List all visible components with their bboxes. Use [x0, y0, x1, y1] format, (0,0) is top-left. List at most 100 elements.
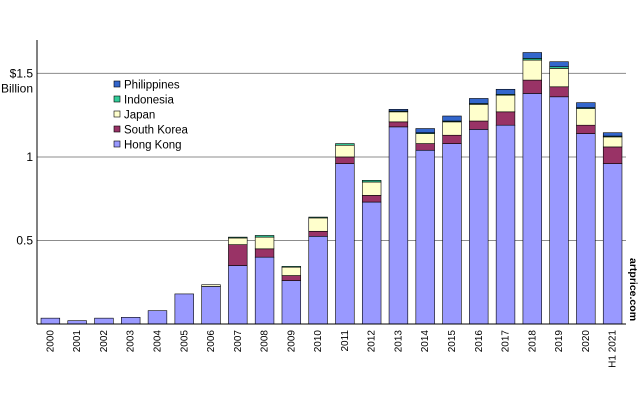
bar-segment-hong-kong	[576, 133, 596, 325]
x-tick-label: 2009	[286, 330, 297, 353]
legend-label: Hong Kong	[124, 140, 182, 152]
legend-swatch	[113, 80, 121, 88]
bar-segment-philippines	[415, 128, 435, 134]
x-tick-label: 2018	[527, 330, 538, 353]
x-tick-label: 2015	[447, 330, 458, 353]
y-unit-label: Billion	[1, 81, 33, 95]
bar-segment-philippines	[576, 102, 596, 108]
bar-segment-hong-kong	[40, 317, 61, 325]
bar-segment-south-korea	[361, 195, 382, 203]
y-tick-label: 0.5	[16, 233, 33, 247]
bar-segment-south-korea	[228, 244, 248, 266]
bar-segment-japan	[228, 237, 248, 245]
x-tick-label: 2006	[206, 330, 217, 353]
bar-segment-philippines	[469, 98, 489, 104]
bar-segment-hong-kong	[522, 93, 542, 325]
bar-segment-hong-kong	[388, 126, 409, 325]
x-tick-label: 2010	[313, 330, 324, 353]
bar-segment-indonesia	[361, 180, 382, 183]
bar-segment-south-korea	[308, 230, 328, 237]
bar-segment-japan	[469, 104, 489, 122]
bar-segment-south-korea	[281, 275, 302, 281]
bar-segment-hong-kong	[121, 317, 141, 325]
bar-segment-south-korea	[442, 134, 462, 144]
bar-segment-hong-kong	[361, 201, 382, 325]
bar-segment-south-korea	[495, 111, 516, 126]
bar-segment-hong-kong	[147, 310, 168, 325]
bar-segment-hong-kong	[254, 256, 275, 325]
bar-segment-hong-kong	[549, 96, 569, 325]
legend-label: Philippines	[124, 80, 180, 92]
bars	[40, 52, 623, 325]
x-tick-label: 2003	[126, 330, 137, 353]
bar-segment-indonesia	[254, 235, 275, 238]
legend-label: Japan	[124, 110, 155, 122]
x-tick-label: 2014	[420, 330, 431, 353]
legend-label: South Korea	[124, 125, 189, 137]
bar-segment-japan	[335, 144, 355, 158]
bar-segment-japan	[576, 108, 596, 126]
legend: Philippines Indonesia Japan South Korea Hong…	[113, 80, 189, 152]
bar-segment-hong-kong	[495, 124, 516, 325]
x-tick-label: 2004	[152, 330, 163, 353]
bar-segment-south-korea	[335, 156, 355, 164]
x-tick-label: 2001	[72, 330, 83, 353]
x-tick-label: 2007	[233, 330, 244, 353]
bar-segment-philippines	[602, 132, 623, 137]
bar-segment-philippines	[522, 52, 542, 59]
x-tick-label: 2002	[99, 330, 110, 353]
bar-segment-philippines	[442, 115, 462, 122]
bar-segment-japan	[388, 111, 409, 123]
x-tick-label: 2019	[554, 330, 565, 353]
bar-segment-hong-kong	[308, 235, 328, 325]
x-tick-labels: 2000 2001 2002 2003 2004 2005 2006 2007 2008 2009…	[45, 330, 618, 368]
bar-segment-hong-kong	[201, 286, 221, 325]
bar-segment-japan	[522, 59, 542, 81]
bar-segment-indonesia	[228, 236, 248, 239]
axes	[36, 40, 626, 325]
watermark-text: artprice.com	[627, 258, 639, 321]
bar-segment-hong-kong	[67, 320, 87, 325]
x-tick-label: 2013	[393, 330, 404, 353]
x-tick-label: H1 2021	[608, 330, 619, 368]
bar-segment-japan	[254, 236, 275, 250]
x-tick-label: 2017	[501, 330, 512, 353]
bar-segment-south-korea	[549, 86, 569, 98]
bar-segment-hong-kong	[415, 149, 435, 325]
bar-segment-hong-kong	[442, 143, 462, 325]
x-tick-label: 2020	[581, 330, 592, 353]
bar-segment-indonesia	[308, 216, 328, 219]
bar-segment-south-korea	[522, 79, 542, 94]
bar-segment-japan	[415, 133, 435, 144]
x-tick-label: 2005	[179, 330, 190, 353]
bar-segment-philippines	[549, 61, 569, 68]
y-tick-label: 1	[26, 150, 33, 164]
bar-segment-philippines	[388, 109, 409, 112]
bar-segment-indonesia	[335, 143, 355, 146]
y-tick-label: $1.5	[10, 66, 34, 80]
bar-segment-philippines	[495, 88, 516, 95]
x-tick-label: 2012	[367, 330, 378, 353]
bar-segment-south-korea	[469, 120, 489, 130]
x-tick-label: 2008	[260, 330, 271, 353]
bar-segment-south-korea	[415, 143, 435, 151]
bar-segment-japan	[308, 217, 328, 232]
legend-swatch	[113, 110, 121, 118]
bar-segment-hong-kong	[228, 265, 248, 325]
bar-segment-hong-kong	[602, 163, 623, 325]
bar-segment-hong-kong	[469, 129, 489, 325]
y-tick-labels: 0.5 1 $1.5	[10, 66, 34, 247]
legend-swatch	[113, 125, 121, 133]
bar-segment-japan	[361, 181, 382, 196]
bar-segment-south-korea	[388, 121, 409, 128]
bar-segment-japan	[281, 266, 302, 276]
bar-segment-indonesia	[281, 266, 302, 268]
legend-swatch	[113, 95, 121, 103]
bar-segment-south-korea	[602, 146, 623, 164]
legend-label: Indonesia	[124, 95, 174, 107]
bar-segment-japan	[549, 68, 569, 88]
x-tick-label: 2016	[474, 330, 485, 353]
bar-segment-hong-kong	[94, 317, 114, 325]
x-tick-label: 2000	[45, 330, 56, 353]
